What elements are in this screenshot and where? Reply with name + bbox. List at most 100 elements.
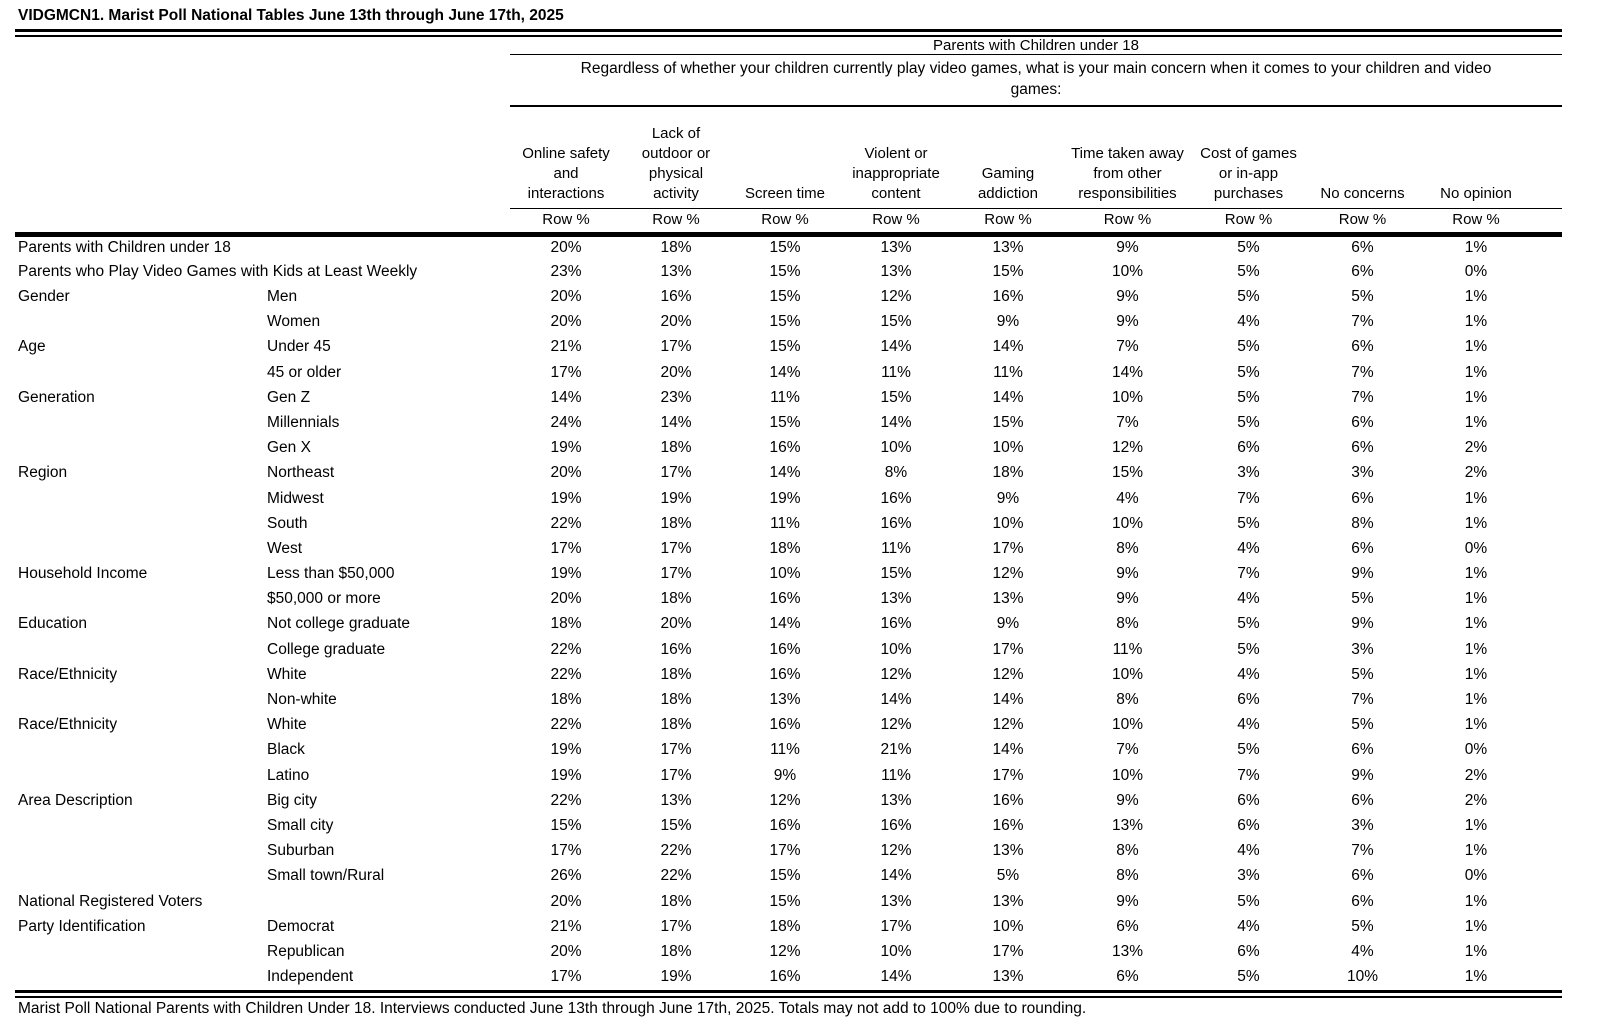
spacer-cell <box>1533 763 1562 788</box>
spacer-cell <box>1533 335 1562 360</box>
table-row: Household Income Less than $50,000 19% 17% 1… <box>15 561 1562 586</box>
value-cell: 18% <box>660 892 692 910</box>
value-cell: 6% <box>1237 691 1260 709</box>
value-cell: 11% <box>770 741 800 759</box>
value-cell: 14% <box>992 388 1024 406</box>
row-percent-label: Row % <box>1306 208 1419 237</box>
value-cell: 5% <box>1237 615 1260 633</box>
value-cell: 9% <box>996 313 1020 331</box>
table-row: Women 20% 20% 15% 15% 9% 9% 4% 7% 1% <box>15 310 1562 335</box>
value-cell: 7% <box>1237 565 1260 583</box>
value-cell: 19% <box>769 489 801 507</box>
value-cell: 21% <box>550 917 582 935</box>
value-cell: 10% <box>1111 716 1144 734</box>
value-cell: 1% <box>1464 816 1488 834</box>
value-cell: 5% <box>1237 388 1260 406</box>
value-cell: 17% <box>992 539 1024 557</box>
table-row: Parents with Children under 18 20% 18% 15% 1… <box>15 234 1562 259</box>
value-cell: 19% <box>550 741 582 759</box>
value-cell: 5% <box>1237 640 1260 658</box>
value-cell: 17% <box>992 640 1024 658</box>
value-cell: 1% <box>1464 842 1488 860</box>
value-cell: 1% <box>1464 238 1488 256</box>
group-header: Parents with Children under 18 <box>510 37 1563 55</box>
value-cell: 15% <box>880 388 912 406</box>
value-cell: 6% <box>1351 413 1374 431</box>
value-cell: 8% <box>884 464 908 482</box>
spacer-cell <box>1533 637 1562 662</box>
spacer-cell <box>1533 536 1562 561</box>
subcategory-label: Black <box>267 741 305 759</box>
page-title: VIDGMCN1. Marist Poll National Tables Ju… <box>18 7 564 24</box>
value-cell: 7% <box>1116 741 1139 759</box>
category-label: Area Description <box>18 791 133 809</box>
value-cell: 17% <box>660 741 692 759</box>
value-cell: 14% <box>769 464 801 482</box>
value-cell: 7% <box>1351 313 1374 331</box>
value-cell: 8% <box>1116 615 1139 633</box>
spacer-cell <box>1533 106 1563 209</box>
value-cell: 15% <box>992 262 1024 280</box>
value-cell: 17% <box>992 942 1024 960</box>
value-cell: 14% <box>992 338 1024 356</box>
category-label <box>15 964 263 990</box>
value-cell: 17% <box>660 338 692 356</box>
row-percent-label: Row % <box>1419 208 1533 237</box>
value-cell: 23% <box>660 388 692 406</box>
category-label: Household Income <box>18 565 148 583</box>
value-cell: 20% <box>550 590 582 608</box>
column-header: Time taken away from other responsibilit… <box>1064 106 1191 209</box>
value-cell: 8% <box>1116 691 1139 709</box>
value-cell: 15% <box>550 816 582 834</box>
column-header: Screen time <box>730 106 840 209</box>
value-cell: 3% <box>1351 816 1374 834</box>
column-header: Cost of games or in-app purchases <box>1191 106 1306 209</box>
value-cell: 20% <box>660 363 692 381</box>
spacer-cell <box>1533 385 1562 410</box>
value-cell: 1% <box>1464 565 1488 583</box>
value-cell: 6% <box>1351 741 1374 759</box>
value-cell: 20% <box>550 942 582 960</box>
category-label <box>15 637 263 662</box>
table-row: $50,000 or more 20% 18% 16% 13% 13% 9% 4% 5% 1% <box>15 587 1562 612</box>
value-cell: 18% <box>660 590 692 608</box>
value-cell: 15% <box>769 413 801 431</box>
value-cell: 14% <box>880 968 912 986</box>
column-header: Gaming addiction <box>952 106 1064 209</box>
category-label <box>15 511 263 536</box>
category-label <box>15 536 263 561</box>
row-percent-label: Row % <box>730 208 840 237</box>
value-cell: 17% <box>550 968 582 986</box>
value-cell: 22% <box>550 514 582 532</box>
value-cell: 5% <box>1237 363 1260 381</box>
table-row: Suburban 17% 22% 17% 12% 13% 8% 4% 7% 1% <box>15 839 1562 864</box>
question-row: Regardless of whether your children curr… <box>15 54 1563 108</box>
value-cell: 10% <box>992 514 1024 532</box>
value-cell: 13% <box>1111 816 1144 834</box>
value-cell: 24% <box>550 413 582 431</box>
value-cell: 20% <box>550 892 582 910</box>
category-label: Parents who Play Video Games with Kids a… <box>18 262 418 280</box>
category-label <box>15 410 263 435</box>
value-cell: 4% <box>1237 665 1260 683</box>
value-cell: 23% <box>550 262 582 280</box>
value-cell: 22% <box>660 842 692 860</box>
value-cell: 4% <box>1237 917 1260 935</box>
value-cell: 6% <box>1351 892 1374 910</box>
value-cell: 20% <box>550 313 582 331</box>
column-header: No concerns <box>1306 106 1419 209</box>
spacer-cell <box>1533 713 1562 738</box>
value-cell: 13% <box>660 791 692 809</box>
category-label <box>15 864 263 889</box>
value-cell: 10% <box>1111 665 1144 683</box>
value-cell: 10% <box>1346 968 1379 986</box>
value-cell: 8% <box>1116 539 1139 557</box>
value-cell: 16% <box>769 665 801 683</box>
spacer-cell <box>1533 612 1562 637</box>
value-cell: 13% <box>660 262 692 280</box>
value-cell: 12% <box>880 665 912 683</box>
value-cell: 1% <box>1464 363 1488 381</box>
value-cell: 6% <box>1351 238 1374 256</box>
value-cell: 1% <box>1464 691 1488 709</box>
subcategory-label: Gen Z <box>267 388 311 406</box>
